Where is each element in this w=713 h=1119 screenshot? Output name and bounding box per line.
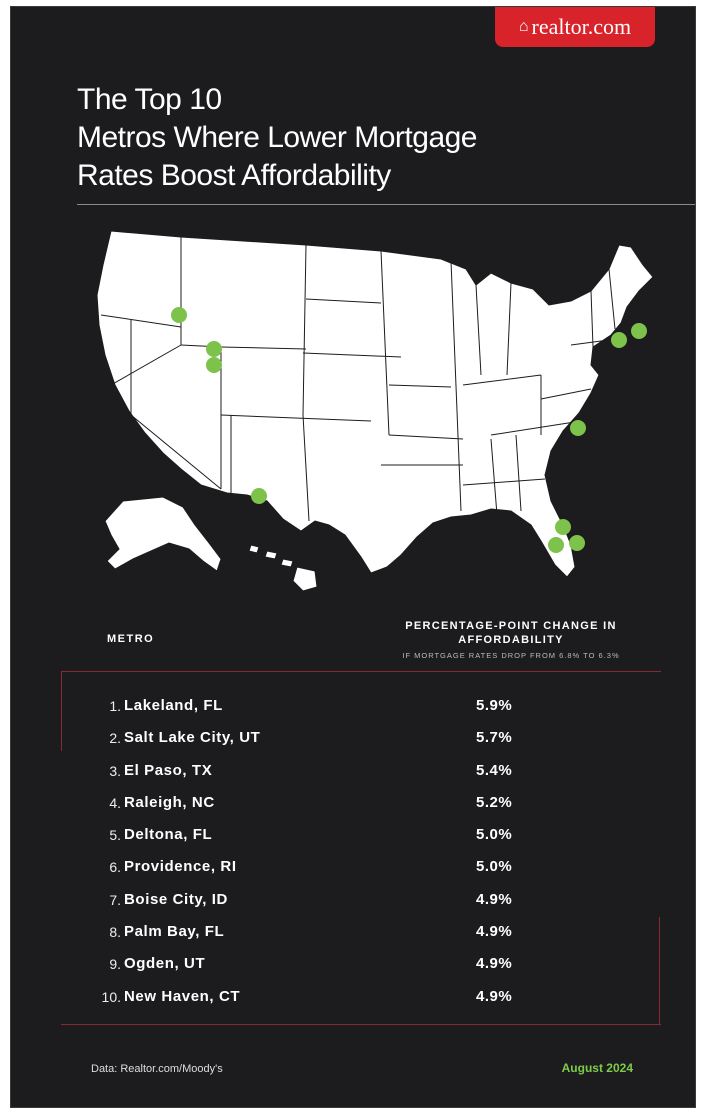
row-rank: 3.: [109, 762, 121, 779]
title-line-1: The Top 10: [77, 83, 222, 116]
title-line-3: Rates Boost Affordability: [77, 159, 391, 192]
row-rank: 9.: [109, 956, 121, 973]
table-row: 6. Providence, RI 5.0%: [91, 851, 651, 883]
table-border-bottom: [61, 1024, 661, 1025]
publish-date: August 2024: [561, 1061, 633, 1075]
row-metro: Deltona, FL: [124, 826, 213, 844]
contiguous-us-shape: [96, 230, 654, 578]
hawaii-shape: [248, 544, 260, 554]
row-rank: 10.: [101, 988, 121, 1005]
row-rank: 5.: [109, 827, 121, 844]
row-metro: Ogden, UT: [124, 955, 206, 973]
us-map: [96, 230, 654, 592]
marker-ogden: [206, 341, 222, 357]
row-metro: Palm Bay, FL: [124, 923, 225, 941]
infographic-card: ⌂ realtor.com The Top 10 Metros Where Lo…: [10, 6, 696, 1108]
realtor-logo[interactable]: ⌂ realtor.com: [495, 7, 655, 47]
metro-table: 1. Lakeland, FL 5.9% 2. Salt Lake City, …: [91, 690, 651, 1013]
logo-text: realtor.com: [531, 14, 632, 39]
marker-new-haven: [611, 332, 627, 348]
title-divider: [77, 204, 695, 205]
house-icon: ⌂: [518, 18, 529, 35]
table-row: 4. Raleigh, NC 5.2%: [91, 787, 651, 819]
column-header-change: PERCENTAGE-POINT CHANGE IN AFFORDABILITY: [405, 620, 617, 646]
marker-deltona: [555, 519, 571, 535]
row-metro: Providence, RI: [124, 858, 237, 876]
marker-salt-lake-city: [206, 357, 222, 373]
row-rank: 6.: [109, 859, 121, 876]
marker-el-paso: [251, 488, 267, 504]
row-rank: 7.: [109, 891, 121, 908]
row-change: 5.7%: [476, 729, 513, 747]
table-row: 7. Boise City, ID 4.9%: [91, 884, 651, 916]
row-metro: Boise City, ID: [124, 890, 228, 908]
row-rank: 2.: [109, 730, 121, 747]
alaska-shape: [104, 496, 222, 572]
page-title: The Top 10 Metros Where Lower Mortgage R…: [77, 81, 478, 195]
row-rank: 1.: [109, 698, 121, 714]
table-row: 3. El Paso, TX 5.4%: [91, 755, 651, 787]
table-row: 1. Lakeland, FL 5.9%: [91, 690, 651, 722]
row-metro: Lakeland, FL: [124, 697, 223, 714]
table-row: 8. Palm Bay, FL 4.9%: [91, 916, 651, 948]
data-source: Data: Realtor.com/Moody's: [91, 1063, 223, 1075]
column-header-subtitle: IF MORTGAGE RATES DROP FROM 6.8% TO 6.3%: [402, 651, 620, 660]
marker-providence: [631, 323, 647, 339]
marker-palm-bay: [569, 535, 585, 551]
row-metro: Raleigh, NC: [124, 793, 215, 811]
row-change: 4.9%: [476, 987, 513, 1005]
row-change: 5.0%: [476, 826, 513, 844]
row-metro: El Paso, TX: [124, 761, 213, 779]
title-line-2: Metros Where Lower Mortgage: [77, 121, 478, 154]
row-change: 4.9%: [476, 955, 513, 973]
marker-lakeland: [548, 537, 564, 553]
marker-raleigh: [570, 420, 586, 436]
marker-boise-city: [171, 307, 187, 323]
row-change: 5.4%: [476, 761, 513, 779]
row-change: 5.9%: [476, 697, 513, 714]
table-row: 9. Ogden, UT 4.9%: [91, 948, 651, 980]
table-row: 10. New Haven, CT 4.9%: [91, 981, 651, 1013]
table-border-left: [61, 671, 62, 751]
row-metro: New Haven, CT: [124, 987, 241, 1005]
row-change: 5.2%: [476, 793, 513, 811]
table-border-top: [61, 671, 661, 672]
row-rank: 8.: [109, 924, 121, 941]
row-change: 5.0%: [476, 858, 513, 876]
row-change: 4.9%: [476, 923, 513, 941]
row-change: 4.9%: [476, 890, 513, 908]
row-metro: Salt Lake City, UT: [124, 729, 261, 747]
table-border-right: [659, 917, 660, 1025]
column-header-metro: METRO: [107, 633, 155, 645]
table-row: 5. Deltona, FL 5.0%: [91, 819, 651, 851]
table-row: 2. Salt Lake City, UT 5.7%: [91, 722, 651, 754]
row-rank: 4.: [109, 794, 121, 811]
